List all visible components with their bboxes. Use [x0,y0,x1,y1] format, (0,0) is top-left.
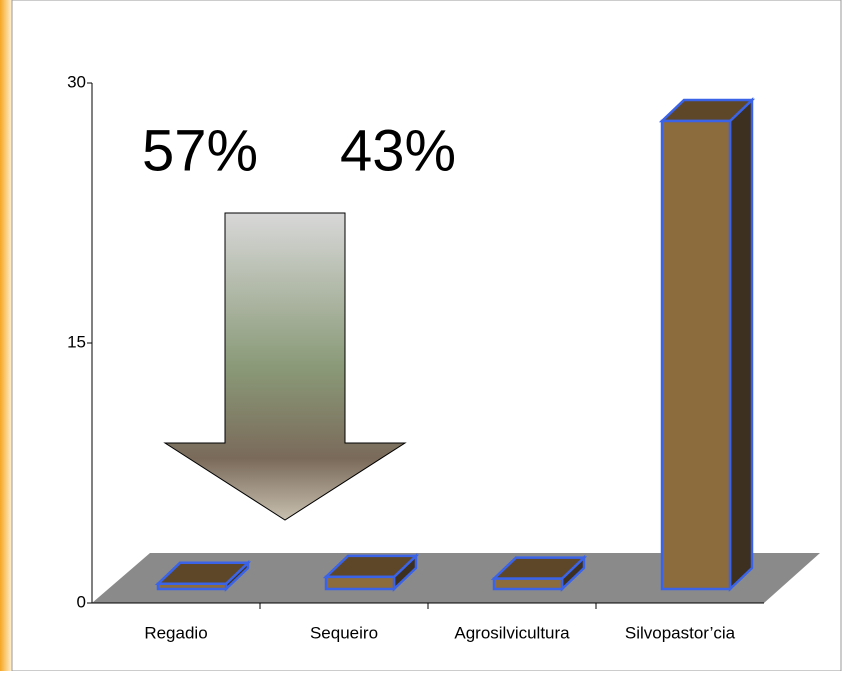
bar-face [324,575,396,591]
bar [154,559,252,592]
bar [322,552,420,592]
x-tick-label: Silvopastor’cia [625,623,736,642]
bar-face [492,577,564,591]
bar [490,554,588,592]
bar-face [728,97,754,592]
bar-face [660,119,732,591]
side-strip [0,0,12,671]
annotation: 43% [340,118,456,183]
arrow-image [163,212,407,521]
x-tick-label: Regadio [144,623,207,642]
x-tick-label: Sequeiro [310,623,378,642]
floor [92,553,820,603]
bar [658,97,756,592]
annotation: 57% [142,118,258,183]
y-tick-label: 15 [67,332,86,351]
bar-face [156,582,228,591]
y-tick-label: 30 [67,72,86,91]
x-tick-label: Agrosilvicultura [454,623,570,642]
y-tick-label: 0 [77,592,86,611]
